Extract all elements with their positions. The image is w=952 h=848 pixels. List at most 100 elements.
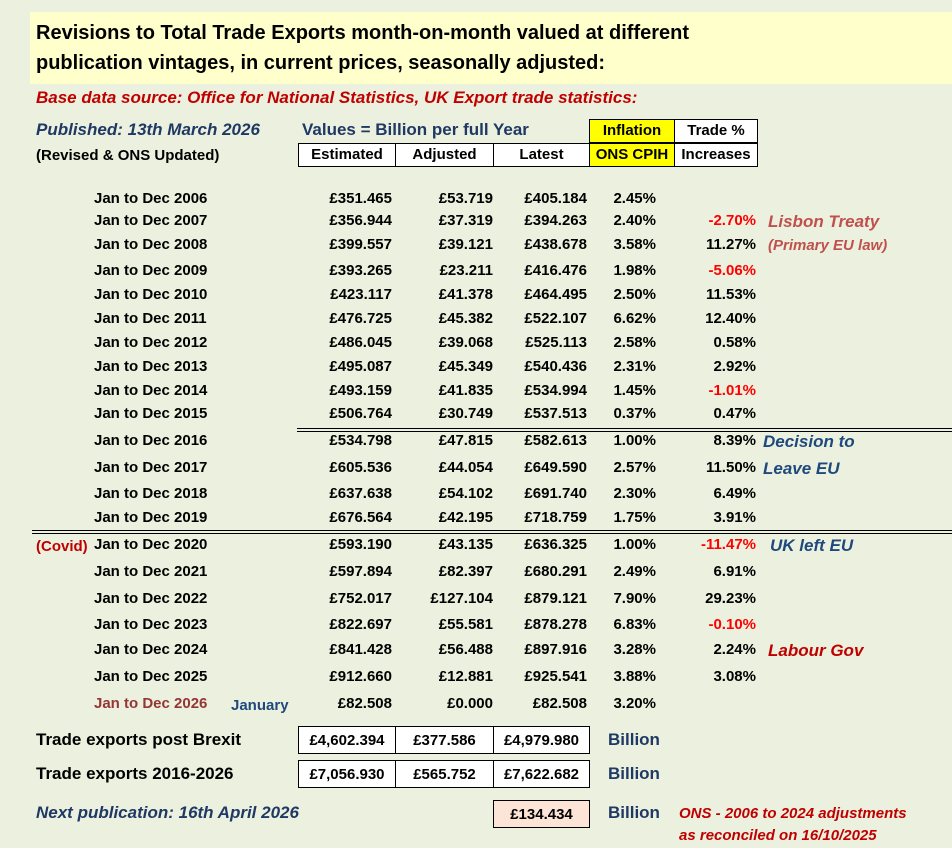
table-row: Jan to Dec 2012 £486.045 £39.068 £525.113 2.…	[0, 334, 952, 358]
cell-estimated: £351.465	[329, 190, 392, 207]
cell-inflation: 1.75%	[613, 509, 656, 526]
cell-estimated: £82.508	[337, 695, 392, 712]
row-label: Jan to Dec 2018	[94, 485, 208, 502]
cell-adjusted: £45.349	[438, 358, 493, 375]
summary-post-brexit-estimated: £4,602.394	[298, 726, 396, 754]
summary-range-label: Trade exports 2016-2026	[36, 764, 234, 783]
cell-estimated: £841.428	[329, 641, 392, 658]
table-row: Jan to Dec 2020 £593.190 £43.135 £636.325 1.…	[0, 536, 952, 560]
separator-2020-b	[32, 533, 952, 534]
row-label: Jan to Dec 2017	[94, 459, 208, 476]
annotation-leave: Leave EU	[763, 459, 840, 478]
cell-trade: 3.08%	[713, 668, 756, 685]
cell-adjusted: £41.378	[438, 286, 493, 303]
cell-adjusted: £30.749	[438, 405, 493, 422]
cell-latest: £394.263	[524, 212, 587, 229]
cell-latest: £878.278	[524, 616, 587, 633]
row-label: Jan to Dec 2025	[94, 668, 208, 685]
cell-trade: 11.50%	[705, 459, 756, 476]
cell-inflation: 7.90%	[613, 590, 656, 607]
cell-inflation: 2.50%	[613, 286, 656, 303]
row-label: Jan to Dec 2010	[94, 286, 208, 303]
separator-2016	[297, 428, 952, 429]
summary-range-latest: £7,622.682	[493, 760, 590, 788]
title-box	[30, 12, 952, 84]
cell-estimated: £476.725	[329, 310, 392, 327]
annotation-lisbon: Lisbon Treaty	[768, 212, 880, 231]
cell-adjusted: £44.054	[438, 459, 493, 476]
cell-trade: -11.47%	[700, 536, 756, 553]
cell-estimated: £676.564	[329, 509, 392, 526]
cell-trade: -1.01%	[708, 382, 756, 399]
header-estimated: Estimated	[298, 143, 396, 167]
cell-estimated: £593.190	[329, 536, 392, 553]
page-title-line1: Revisions to Total Trade Exports month-o…	[36, 22, 690, 44]
cell-trade: -5.06%	[708, 262, 756, 279]
cell-inflation: 1.00%	[613, 432, 656, 449]
cell-inflation: 3.88%	[613, 668, 656, 685]
cell-estimated: £506.764	[329, 405, 392, 422]
cell-estimated: £486.045	[329, 334, 392, 351]
summary-post-brexit-adjusted: £377.586	[395, 726, 494, 754]
row-label: Jan to Dec 2015	[94, 405, 208, 422]
table-row: Jan to Dec 2023 £822.697 £55.581 £878.278 6.…	[0, 616, 952, 640]
cell-inflation: 1.98%	[613, 262, 656, 279]
row-label: Jan to Dec 2013	[94, 358, 208, 375]
cell-estimated: £822.697	[329, 616, 392, 633]
cell-latest: £582.613	[524, 432, 587, 449]
table-row: Jan to Dec 2016 £534.798 £47.815 £582.613 1.…	[0, 432, 952, 456]
cell-trade: 3.91%	[713, 509, 756, 526]
cell-adjusted: £42.195	[438, 509, 493, 526]
row-label: Jan to Dec 2006	[94, 190, 208, 207]
cell-adjusted: £43.135	[438, 536, 493, 553]
cell-estimated: £423.117	[330, 286, 392, 303]
cell-estimated: £597.894	[329, 563, 392, 580]
cell-estimated: £752.017	[329, 590, 392, 607]
cell-latest: £522.107	[524, 310, 587, 327]
cell-trade: 11.27%	[705, 236, 756, 253]
header-trade-top: Trade %	[674, 119, 758, 143]
cell-latest: £416.476	[524, 262, 587, 279]
cell-inflation: 1.00%	[613, 536, 656, 553]
cell-adjusted: £41.835	[438, 382, 493, 399]
cell-latest: £537.513	[524, 405, 587, 422]
table-row: Jan to Dec 2013 £495.087 £45.349 £540.436 2.…	[0, 358, 952, 382]
cell-estimated: £637.638	[329, 485, 392, 502]
cell-latest: £897.916	[524, 641, 587, 658]
cell-adjusted: £23.211	[439, 262, 493, 279]
header-latest: Latest	[493, 143, 590, 167]
row-label: Jan to Dec 2009	[94, 262, 208, 279]
table-row: Jan to Dec 2014 £493.159 £41.835 £534.994 1.…	[0, 382, 952, 406]
cell-latest: £438.678	[524, 236, 587, 253]
cell-adjusted: £56.488	[438, 641, 493, 658]
header-inflation-top: Inflation	[589, 119, 675, 143]
table-row: Jan to Dec 2022 £752.017 £127.104 £879.121 7…	[0, 590, 952, 614]
cell-inflation: 3.20%	[613, 695, 656, 712]
header-inflation-bottom: ONS CPIH	[589, 143, 675, 167]
table-row: Jan to Dec 2008 £399.557 £39.121 £438.678 3.…	[0, 236, 952, 260]
cell-trade: 29.23%	[705, 590, 756, 607]
cell-estimated: £912.660	[329, 668, 392, 685]
cell-latest: £925.541	[524, 668, 587, 685]
cell-trade: 2.24%	[713, 641, 756, 658]
cell-inflation: 6.62%	[613, 310, 656, 327]
cell-latest: £691.740	[524, 485, 587, 502]
revised-note: (Revised & ONS Updated)	[36, 147, 220, 164]
cell-latest: £879.121	[524, 590, 587, 607]
row-label: Jan to Dec 2022	[94, 590, 208, 607]
cell-latest: £82.508	[532, 695, 587, 712]
cell-trade: -0.10%	[708, 616, 756, 633]
table-row: Jan to Dec 2021 £597.894 £82.397 £680.291 2.…	[0, 563, 952, 587]
cell-trade: 0.47%	[713, 405, 756, 422]
cell-inflation: 2.49%	[613, 563, 656, 580]
cell-latest: £464.495	[524, 286, 587, 303]
next-publication: Next publication: 16th April 2026	[36, 803, 299, 822]
annotation-decision: Decision to	[763, 432, 855, 451]
table-row: Jan to Dec 2006 £351.465 £53.719 £405.184 2.…	[0, 190, 952, 214]
cell-adjusted: £82.397	[438, 563, 493, 580]
cell-inflation: 3.58%	[613, 236, 656, 253]
covid-note: (Covid)	[36, 538, 88, 555]
cell-trade: 11.53%	[705, 286, 756, 303]
cell-adjusted: £127.104	[430, 590, 493, 607]
table-row: Jan to Dec 2009 £393.265 £23.211 £416.476 1.…	[0, 262, 952, 286]
